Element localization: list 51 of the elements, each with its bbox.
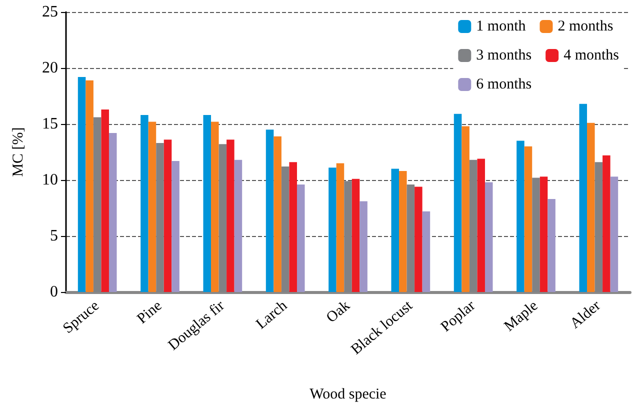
bar	[108, 132, 117, 292]
bar	[540, 176, 548, 292]
y-axis-title: MC [%]	[10, 127, 26, 177]
bar	[610, 176, 618, 292]
bar	[226, 140, 234, 292]
bar	[587, 122, 595, 292]
bar	[86, 80, 94, 292]
bar	[234, 160, 242, 292]
bar	[454, 114, 462, 292]
x-axis-title: Wood specie	[310, 386, 387, 402]
bar	[414, 186, 422, 292]
y-tick-label: 25	[42, 4, 58, 20]
bar	[462, 126, 470, 292]
legend-label: 2 months	[558, 18, 614, 34]
x-tick-label: Pine	[134, 298, 166, 328]
bar	[391, 168, 400, 292]
y-tick-label: 15	[42, 116, 58, 132]
bar	[352, 178, 360, 292]
bar	[266, 130, 274, 292]
bar	[360, 201, 368, 292]
bar	[164, 140, 172, 292]
bar	[399, 171, 407, 292]
bar	[78, 76, 86, 292]
bar	[602, 155, 610, 292]
bar	[289, 162, 297, 292]
legend-label: 6 months	[476, 76, 532, 92]
x-tick-label: Oak	[324, 298, 354, 326]
bar	[211, 122, 219, 292]
legend-label: 4 months	[564, 48, 620, 64]
legend-label: 1 month	[476, 18, 526, 34]
bar	[148, 122, 156, 292]
bar	[172, 160, 180, 292]
bar	[516, 140, 524, 292]
bar	[296, 184, 305, 292]
bar	[548, 199, 556, 292]
y-tick-label: 5	[50, 228, 58, 244]
bar	[524, 146, 532, 292]
bar	[484, 182, 493, 292]
bar	[579, 104, 588, 292]
bar	[203, 115, 212, 292]
bar	[140, 115, 148, 292]
bar	[422, 211, 430, 292]
bar	[328, 168, 336, 292]
legend-label: 3 months	[476, 48, 532, 64]
bar	[336, 163, 344, 292]
y-tick-label: 0	[50, 284, 58, 300]
y-tick-label: 10	[42, 172, 58, 188]
y-tick-label: 20	[42, 60, 58, 76]
bar	[274, 136, 282, 292]
bar	[477, 158, 485, 292]
bar	[101, 109, 109, 292]
